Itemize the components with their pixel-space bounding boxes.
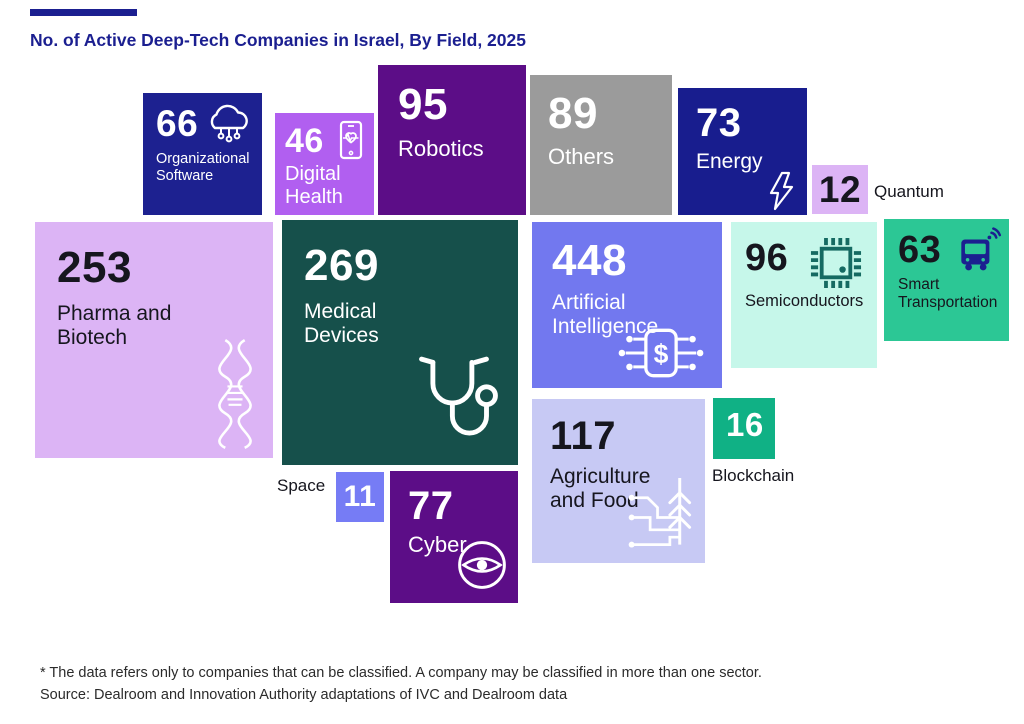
block-agriculture-and-food: 117 Agriculture and Food — [532, 399, 705, 563]
block-semiconductors: 96 Semiconductors — [731, 222, 877, 368]
block-label: Smart Transportation — [898, 276, 998, 311]
block-label: Others — [548, 144, 615, 169]
block-quantum: 12 — [812, 165, 868, 214]
block-digital-health: 46 Digital Health — [275, 113, 374, 215]
ai-chip-icon: $ — [618, 328, 704, 378]
block-value: 16 — [726, 406, 764, 443]
block-label: Robotics — [398, 136, 484, 161]
block-value: 73 — [696, 101, 742, 145]
block-value: 63 — [898, 229, 942, 271]
block-smart-transportation: 63 Smart Transportation — [884, 219, 1009, 341]
stethoscope-icon — [419, 356, 498, 436]
block-artificial-intelligence: 448 Artificial Intelligence $ — [532, 222, 722, 388]
block-medical-devices: 269 Medical Devices — [282, 220, 518, 465]
mobile-health-icon — [339, 120, 363, 160]
block-value: 117 — [550, 414, 617, 458]
footnote-classification: * The data refers only to companies that… — [40, 665, 762, 681]
block-value: 46 — [285, 122, 324, 160]
eye-icon — [458, 541, 506, 589]
lightning-icon — [769, 171, 794, 211]
wheat-circuit-icon — [628, 478, 692, 548]
block-value: 269 — [304, 241, 379, 290]
bus-icon — [961, 227, 1002, 271]
chip-icon — [810, 237, 862, 289]
block-value: 77 — [408, 484, 454, 528]
block-energy: 73 Energy — [678, 88, 807, 215]
block-label: Pharma and Biotech — [57, 302, 172, 349]
block-value: 96 — [745, 237, 789, 279]
block-value: 11 — [343, 480, 377, 513]
blockchain-label: Blockchain — [712, 466, 795, 485]
block-label: Cyber — [408, 532, 467, 557]
block-label: Organizational Software — [156, 151, 250, 184]
block-label: Medical Devices — [304, 300, 379, 347]
block-robotics: 95 Robotics — [378, 65, 526, 215]
block-value: 89 — [548, 89, 598, 138]
block-label: Energy — [696, 150, 763, 173]
block-blockchain: 16 — [713, 398, 775, 459]
title-accent-bar — [30, 9, 137, 16]
block-value: 253 — [57, 243, 132, 292]
block-value: 66 — [156, 103, 199, 144]
footnote: * The data refers only to companies that… — [40, 662, 762, 707]
block-label: Agriculture and Food — [550, 465, 651, 512]
block-pharma-and-biotech: 253 Pharma and Biotech — [35, 222, 273, 458]
cloud-network-icon — [210, 104, 248, 143]
block-cyber: 77 Cyber — [390, 471, 518, 603]
page-title: No. of Active Deep-Tech Companies in Isr… — [30, 30, 526, 50]
block-space: 11 — [336, 472, 384, 522]
space-label: Space — [277, 476, 326, 495]
block-value: 12 — [818, 169, 862, 210]
svg-text:$: $ — [654, 339, 669, 369]
block-organizational-software: 66 Organizational Software — [143, 93, 262, 215]
block-value: 95 — [398, 80, 448, 129]
block-others: 89 Others — [530, 75, 672, 215]
footnote-source: Source: Dealroom and Innovation Authorit… — [40, 687, 568, 704]
block-label: Digital Health — [285, 163, 343, 208]
block-label: Artificial Intelligence — [552, 291, 659, 338]
quantum-label: Quantum — [874, 182, 944, 201]
block-value: 448 — [552, 236, 627, 285]
block-label: Semiconductors — [745, 292, 864, 310]
dna-icon — [218, 339, 252, 450]
